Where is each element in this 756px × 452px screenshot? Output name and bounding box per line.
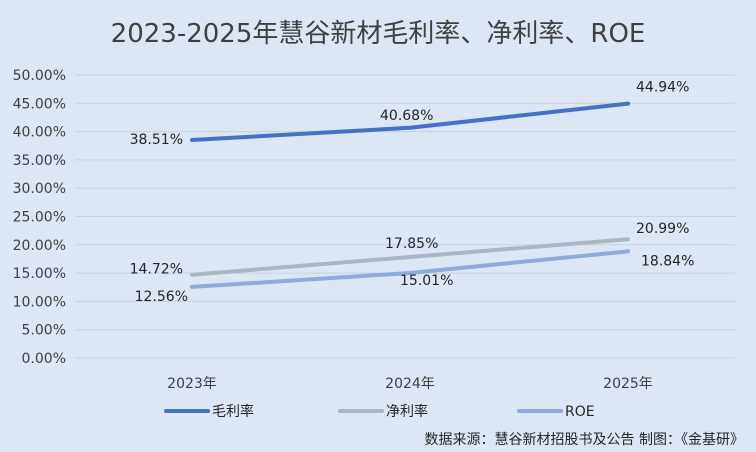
y-tick-label: 20.00% [13, 238, 66, 254]
source-note: 数据来源：慧谷新材招股书及公告 制图：《金基研》 [425, 431, 744, 448]
y-tick-label: 45.00% [13, 96, 66, 112]
data-label-net-margin: 17.85% [385, 236, 438, 252]
y-axis-ticks: 0.00% 5.00% 10.00% 15.00% 20.00% 25.00% 30.00%… [13, 68, 66, 367]
chart-title: 2023-2025年慧谷新材毛利率、净利率、ROE [111, 19, 646, 49]
series-lines [190, 101, 630, 289]
data-label-gross-margin: 38.51% [130, 132, 183, 148]
x-tick-label: 2024年 [385, 376, 435, 392]
x-axis-ticks: 2023年 2024年 2025年 [167, 376, 653, 392]
y-tick-label: 10.00% [13, 294, 66, 310]
legend-item-net-margin: 净利率 [338, 403, 428, 420]
y-tick-label: 35.00% [13, 153, 66, 169]
legend-item-roe: ROE [517, 404, 595, 420]
y-tick-label: 15.00% [13, 266, 66, 282]
data-label-gross-margin: 40.68% [380, 108, 433, 124]
y-tick-label: 30.00% [13, 181, 66, 197]
legend-label: 毛利率 [212, 403, 254, 420]
y-tick-label: 5.00% [22, 323, 66, 339]
legend-label: ROE [565, 404, 595, 420]
y-tick-label: 0.00% [22, 351, 66, 367]
data-label-net-margin: 20.99% [636, 221, 689, 237]
series-line-gross-margin [190, 101, 630, 142]
data-label-roe: 18.84% [641, 253, 694, 269]
x-tick-label: 2025年 [603, 376, 653, 392]
legend-label: 净利率 [386, 403, 428, 420]
data-label-net-margin: 14.72% [130, 262, 183, 278]
data-label-gross-margin: 44.94% [636, 80, 689, 96]
series-line-roe [190, 249, 630, 289]
data-label-roe: 15.01% [400, 273, 453, 289]
data-labels: 38.51% 40.68% 44.94% 14.72% 17.85% 20.99% 12.5… [130, 80, 695, 305]
x-tick-label: 2023年 [167, 376, 217, 392]
y-tick-label: 25.00% [13, 210, 66, 226]
y-tick-label: 40.00% [13, 125, 66, 141]
legend: 毛利率 净利率 ROE [164, 403, 595, 420]
series-line-net-margin [190, 237, 630, 277]
y-tick-label: 50.00% [13, 68, 66, 84]
legend-item-gross-margin: 毛利率 [164, 403, 254, 420]
data-label-roe: 12.56% [135, 289, 188, 305]
